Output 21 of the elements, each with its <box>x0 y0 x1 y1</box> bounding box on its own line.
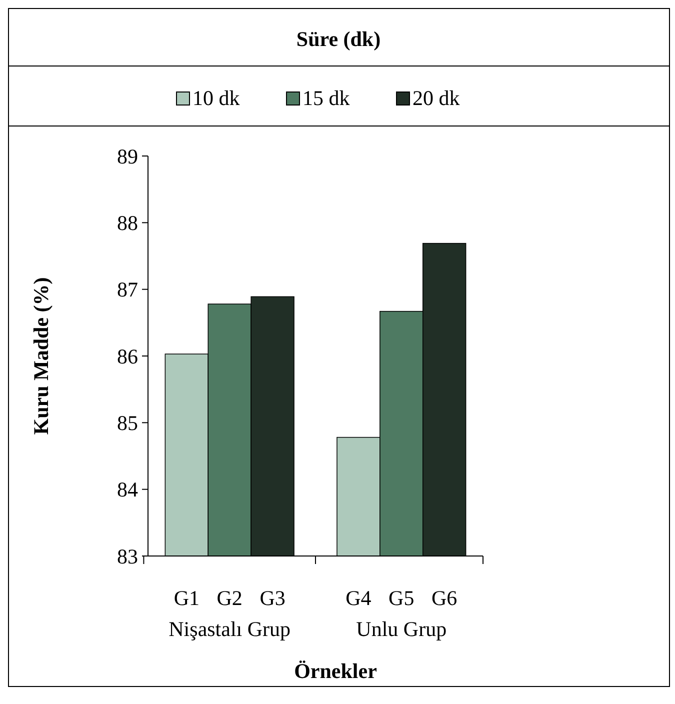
text: G6 <box>432 586 458 610</box>
text: G3 <box>260 586 286 610</box>
x-axis-title: Örnekler <box>294 659 377 683</box>
text: G2 <box>216 586 242 610</box>
legend-title: Süre (dk) <box>296 27 381 51</box>
x-tick-label: Nişastalı Grup <box>168 617 291 641</box>
y-tick-label: 88 <box>117 211 138 236</box>
legend-label: 15 dk <box>302 86 350 110</box>
text: G1 <box>174 586 200 610</box>
text: G4 <box>346 586 372 610</box>
text: G5 <box>388 586 414 610</box>
x-tick-label: Unlu Grup <box>356 617 447 641</box>
y-tick-label: 86 <box>117 344 138 368</box>
y-tick-label: 89 <box>117 144 138 168</box>
y-tick-label: 85 <box>117 411 138 436</box>
y-tick-label: 87 <box>117 278 138 302</box>
legend-label: 10 dk <box>192 86 240 110</box>
y-axis-title: Kuru Madde (%) <box>29 277 53 435</box>
legend-label: 20 dk <box>412 86 460 110</box>
y-tick-label: 83 <box>117 544 138 568</box>
y-tick-label: 84 <box>117 478 138 502</box>
